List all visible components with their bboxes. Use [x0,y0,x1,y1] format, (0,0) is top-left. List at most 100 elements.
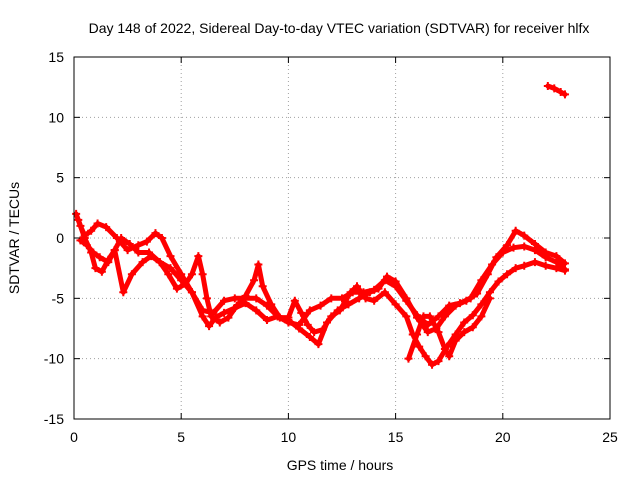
y-tick-label: -15 [44,411,64,427]
data-point-marker [166,264,175,273]
x-tick-label: 10 [281,429,297,445]
data-point-marker [110,246,119,255]
data-point-marker [460,318,469,327]
data-point-marker [477,300,486,309]
data-point-marker [380,288,389,297]
data-point-marker [119,288,128,297]
data-point-marker [91,264,100,273]
data-point-marker [346,288,355,297]
data-point-marker [157,234,166,242]
data-point-marker [295,320,304,329]
data-point-marker [181,279,190,288]
data-point-marker [404,354,413,363]
data-point-marker [477,312,486,321]
series-track-5 [543,81,569,99]
data-point-marker [530,246,539,255]
data-point-marker [89,248,98,257]
data-point-marker [134,241,143,250]
axis-ticks: 0 5 10 15 20 25 -15 -10 -5 0 5 10 15 [44,49,618,445]
data-point-marker [254,260,263,269]
data-point-marker [327,294,336,303]
series-track-1 [72,209,569,349]
data-point-marker [335,306,344,315]
data-point-marker [305,306,314,315]
data-point-marker [297,308,306,317]
data-point-marker [155,258,164,267]
data-point-marker [187,288,196,297]
data-point-marker [541,253,550,262]
data-point-marker [205,322,214,331]
series-track-3 [76,236,569,369]
data-point-marker [434,312,443,321]
series-line [73,211,568,347]
data-point-marker [252,306,261,315]
data-point-marker [327,312,336,321]
data-point-marker [498,248,507,257]
data-point-marker [194,252,203,261]
data-point-marker [485,294,494,303]
data-point-marker [530,258,539,267]
data-point-marker [455,299,464,308]
data-point-marker [445,301,454,310]
data-point-marker [303,320,312,329]
y-tick-label: 5 [56,170,64,186]
data-point-marker [520,231,529,240]
data-point-marker [503,270,512,279]
data-point-marker [520,261,529,270]
data-point-marker [460,328,469,337]
data-point-marker [82,241,91,250]
data-point-marker [543,81,552,90]
data-point-marker [488,260,497,269]
data-point-marker [520,242,529,251]
data-point-marker [250,276,259,285]
y-tick-label: 0 [56,230,64,246]
data-point-marker [95,253,104,262]
data-point-marker [391,300,400,309]
data-point-marker [421,352,430,361]
data-point-marker [177,276,186,285]
data-point-marker [314,340,323,349]
data-point-marker [207,312,216,321]
data-point-marker [428,360,437,369]
data-point-marker [361,294,370,303]
data-point-marker [434,357,443,366]
data-point-marker [198,306,207,315]
series-line [406,295,493,362]
data-point-marker [252,294,261,303]
data-point-marker [76,236,85,245]
data-point-marker [402,296,411,305]
data-point-marker [413,330,422,339]
data-point-marker [477,276,486,285]
x-axis-label: GPS time / hours [287,457,394,473]
data-point-marker [104,258,113,267]
chart-title: Day 148 of 2022, Sidereal Day-to-day VTE… [89,20,590,36]
data-point-marker [560,90,569,99]
data-point-marker [224,313,233,322]
data-point-marker [202,294,211,303]
data-point-marker [380,276,389,285]
data-point-marker [310,328,319,337]
data-point-marker [552,264,561,273]
series-line [545,83,568,97]
data-point-marker [284,313,293,322]
x-tick-label: 0 [70,429,78,445]
y-tick-label: -10 [44,351,64,367]
data-point-marker [560,266,569,275]
data-point-marker [434,328,443,337]
x-tick-label: 20 [495,429,511,445]
data-point-marker [305,332,314,341]
data-point-marker [353,282,362,291]
data-point-marker [370,285,379,294]
data-point-marker [258,282,267,291]
data-point-marker [316,301,325,310]
data-point-marker [166,252,175,261]
data-point-marker [413,311,422,320]
data-point-marker [164,270,173,279]
x-tick-label: 5 [177,429,185,445]
y-tick-label: 10 [48,109,64,125]
data-point-marker [318,325,327,334]
data-point-marker [440,345,449,354]
data-point-marker [142,237,151,246]
data-point-marker [215,318,224,327]
data-point-marker [230,294,239,303]
